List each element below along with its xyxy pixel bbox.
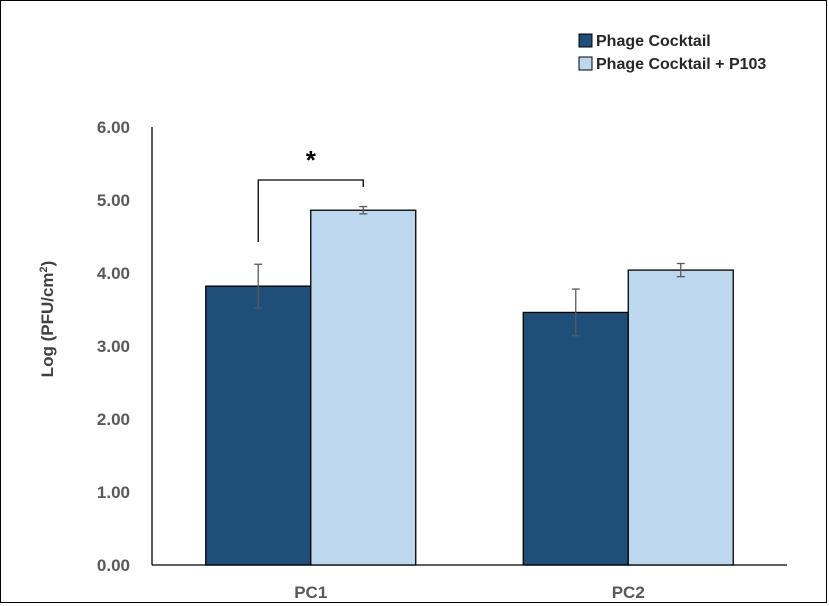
y-axis-title-close: ) bbox=[38, 261, 57, 267]
y-tick-label: 6.00 bbox=[97, 118, 130, 137]
y-tick-label: 1.00 bbox=[97, 483, 130, 502]
significance-annotation: * bbox=[257, 145, 364, 242]
y-tick-label: 4.00 bbox=[97, 264, 130, 283]
y-tick-label: 5.00 bbox=[97, 191, 130, 210]
x-tick-label-pc2: PC2 bbox=[612, 583, 645, 602]
legend-swatch-1 bbox=[578, 33, 593, 48]
legend: Phage Cocktail Phage Cocktail + P103 bbox=[578, 33, 766, 73]
y-axis-title-main: Log (PFU/cm bbox=[38, 272, 57, 377]
legend-swatch-2 bbox=[578, 56, 593, 71]
bar-pc2-series-2 bbox=[627, 269, 734, 566]
y-tick-label: 3.00 bbox=[97, 337, 130, 356]
x-tick-label-pc1: PC1 bbox=[294, 583, 327, 602]
y-axis-title-sup: 2 bbox=[38, 266, 50, 272]
significance-bracket bbox=[257, 179, 364, 242]
error-bars bbox=[254, 205, 685, 337]
legend-label-2: Phage Cocktail + P103 bbox=[596, 56, 766, 73]
significance-star: * bbox=[306, 145, 317, 175]
y-tick-label: 0.00 bbox=[97, 556, 130, 575]
legend-label-1: Phage Cocktail bbox=[596, 33, 711, 50]
bar-pc2-series-1 bbox=[522, 311, 629, 566]
bar-pc1-series-1 bbox=[205, 285, 312, 566]
bar-pc1-series-2 bbox=[310, 209, 417, 566]
bars bbox=[205, 209, 734, 566]
y-tick-label: 2.00 bbox=[97, 410, 130, 429]
y-axis: 0.00 1.00 2.00 3.00 4.00 5.00 6.00 bbox=[97, 118, 153, 575]
y-axis-title: Log (PFU/cm2) bbox=[38, 261, 57, 378]
x-axis: PC1 PC2 bbox=[152, 564, 787, 602]
